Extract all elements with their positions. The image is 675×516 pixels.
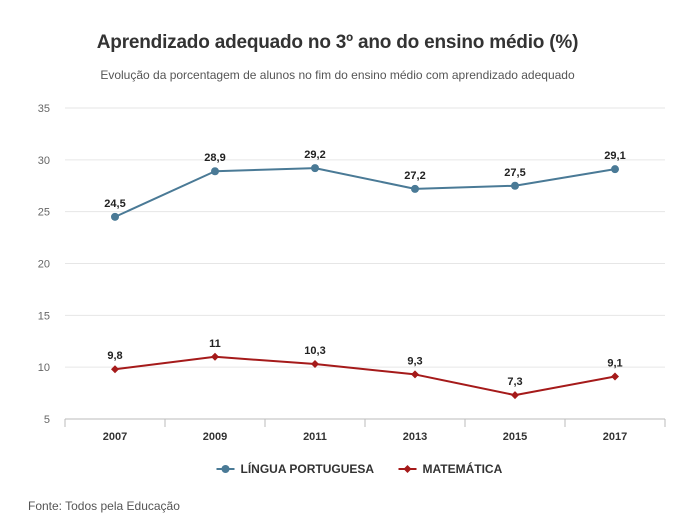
series-line xyxy=(114,355,616,397)
data-label: 9,1 xyxy=(607,357,622,369)
chart-title: Aprendizado adequado no 3º ano do ensino… xyxy=(96,32,579,53)
legend-label: MATEMÁTICA xyxy=(423,461,503,476)
x-tick-label: 2017 xyxy=(603,431,627,443)
data-label: 27,5 xyxy=(504,167,525,179)
y-tick-label: 35 xyxy=(38,103,50,115)
y-tick-label: 20 xyxy=(38,259,50,271)
data-point xyxy=(311,164,319,173)
data-label: 29,2 xyxy=(304,149,325,161)
data-label: 27,2 xyxy=(404,170,425,182)
legend-item-lingua-portuguesa[interactable]: LÍNGUA PORTUGUESA xyxy=(216,461,375,476)
data-label: 29,1 xyxy=(604,150,625,162)
data-label: 24,5 xyxy=(104,198,125,210)
series-area: 24,528,9 29,227,2 27,529,19,81110,39,37,39… xyxy=(104,149,626,400)
legend-item-matematica[interactable]: MATEMÁTICA xyxy=(398,461,503,476)
series-matematica: 9,8 11 10,3 9,3 7,3 9,1 xyxy=(107,338,623,400)
x-tick-label: 2009 xyxy=(203,431,227,443)
legend[interactable]: LÍNGUA PORTUGUESA MATEMÁTICA xyxy=(216,461,503,476)
data-point xyxy=(611,372,619,381)
data-label: 7,3 xyxy=(507,376,522,388)
legend-marker xyxy=(403,465,412,473)
y-tick-label: 15 xyxy=(38,310,50,322)
y-tick-label: 10 xyxy=(38,362,50,374)
data-point xyxy=(511,391,519,400)
legend-label: LÍNGUA PORTUGUESA xyxy=(241,461,375,476)
data-point xyxy=(311,360,319,369)
data-point xyxy=(511,181,519,190)
y-tick-label: 30 xyxy=(38,155,50,167)
x-tick-label: 2011 xyxy=(303,431,327,443)
x-tick-label: 2013 xyxy=(403,431,427,443)
y-axis: 5 10 15 20 25 30 35 xyxy=(38,103,50,426)
data-point xyxy=(411,184,419,193)
data-point xyxy=(111,365,119,374)
x-axis: 2007 2009 2011 2013 2015 2017 xyxy=(64,418,666,443)
data-label: 11 xyxy=(209,338,221,350)
data-point xyxy=(111,212,119,221)
x-tick-label: 2015 xyxy=(503,431,527,443)
source-note: Fonte: Todos pela Educação xyxy=(28,499,180,513)
series-lingua-portuguesa: 24,5 28,9 29,2 27,2 27,5 29,1 xyxy=(104,149,626,221)
data-point xyxy=(211,167,219,176)
legend-marker xyxy=(221,465,230,473)
x-tick-label: 2007 xyxy=(103,431,127,443)
data-label: 9,8 xyxy=(107,350,122,362)
series-line xyxy=(114,167,616,218)
data-label: 28,9 xyxy=(204,152,225,164)
y-tick-label: 5 xyxy=(44,414,50,426)
data-point xyxy=(611,165,619,174)
data-label: 10,3 xyxy=(304,345,325,357)
data-point xyxy=(411,370,419,379)
data-label: 9,3 xyxy=(407,355,422,367)
chart-subtitle: Evolução da porcentagem de alunos no fim… xyxy=(100,68,575,82)
grid-lines xyxy=(65,107,665,368)
data-point xyxy=(211,352,219,361)
y-tick-label: 25 xyxy=(38,207,50,219)
